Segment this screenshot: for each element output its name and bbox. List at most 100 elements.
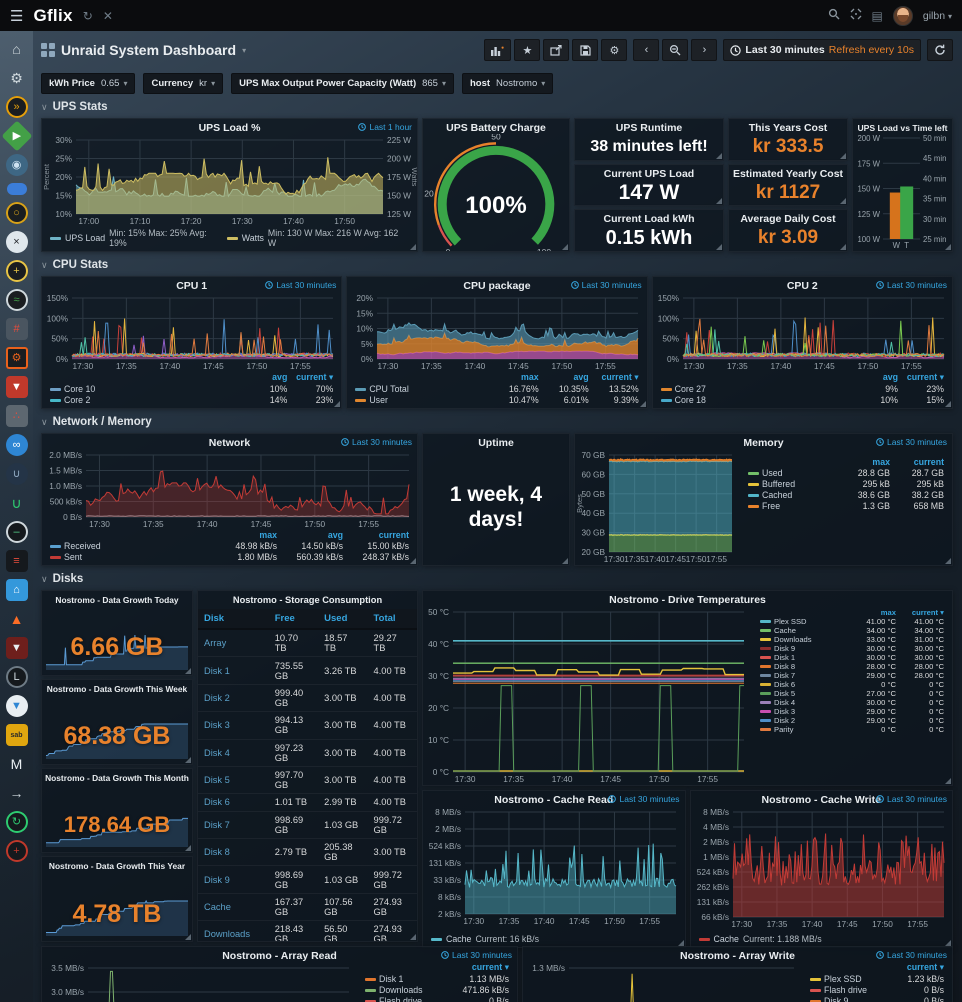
section-network-memory[interactable]: ∨ Network / Memory <box>41 416 152 428</box>
legend-column-header[interactable]: avg <box>272 372 288 382</box>
panel-title[interactable]: Current UPS Load <box>603 167 695 180</box>
panel-title[interactable]: CPU 2 <box>786 280 818 292</box>
sign-out-arrow-icon[interactable]: → <box>9 785 24 801</box>
share-button[interactable] <box>543 39 570 61</box>
legend-series[interactable]: Plex SSD <box>774 617 807 626</box>
legend-series[interactable]: Disk 7 <box>774 671 796 680</box>
resize-handle[interactable] <box>410 934 416 940</box>
panel-title[interactable]: UPS Battery Charge <box>446 122 546 134</box>
legend-column-header[interactable]: max <box>880 608 896 617</box>
time-picker[interactable]: Last 30 minutes Refresh every 10s <box>723 39 921 61</box>
cpu1-chart[interactable]: 0% 50% 100% 150% 17:30 17:35 17:40 17:45 17:50 17… <box>42 292 341 372</box>
section-disks[interactable]: ∨ Disks <box>41 573 84 585</box>
legend-series[interactable]: User <box>369 395 388 405</box>
ups-battery-gauge[interactable]: 0 20 50 100 100% <box>423 131 569 257</box>
disk-link[interactable]: Disk 2 <box>198 684 269 713</box>
app-darkred-download-icon[interactable]: ▼ <box>5 637 28 659</box>
app-navy-wave-icon[interactable]: ∪ <box>5 463 28 485</box>
resize-handle[interactable] <box>639 401 646 407</box>
memory-chart[interactable]: 20 GB 30 GB 40 GB 50 GB 60 GB 70 GB 17:30 17:35… <box>575 449 740 565</box>
legend-series[interactable]: Disk 5 <box>774 689 796 698</box>
app-red-ring-icon[interactable]: + <box>5 840 28 862</box>
legend-series[interactable]: Disk 8 <box>774 662 796 671</box>
section-ups-stats[interactable]: ∨ UPS Stats <box>41 101 108 113</box>
resize-handle[interactable] <box>840 244 846 251</box>
panel-title[interactable]: Current Load kWh <box>603 213 695 226</box>
legend-series[interactable]: Disk 9 <box>774 644 796 653</box>
app-berries-icon[interactable]: ∴ <box>5 405 28 427</box>
variable-currency[interactable]: Currency kr ▾ <box>143 73 224 94</box>
cpu-package-chart[interactable]: 0% 5% 10% 15% 20% 17:30 17:35 17:40 17:45 17:50 17… <box>347 292 646 372</box>
legend-series[interactable]: Core 2 <box>64 395 91 405</box>
save-button[interactable] <box>572 39 599 61</box>
resize-handle[interactable] <box>410 244 416 250</box>
resize-handle[interactable] <box>716 244 722 251</box>
panel-title[interactable]: Nostromo - Array Read <box>222 950 337 962</box>
legend-column-header[interactable]: current ▾ <box>471 962 509 972</box>
panel-title[interactable]: Average Daily Cost <box>740 213 836 226</box>
app-gitlab-flame-icon[interactable]: ▲ <box>9 611 24 627</box>
legend-series[interactable]: Plex SSD <box>824 974 862 984</box>
panel-title[interactable]: Nostromo - Storage Consumption <box>232 595 383 605</box>
panel-title[interactable]: Nostromo - Drive Temperatures <box>609 594 766 606</box>
panel-title[interactable]: Nostromo - Data Growth Today <box>55 595 179 605</box>
app-white-ring-icon[interactable]: ≈ <box>5 289 28 311</box>
legend-column-header[interactable]: current <box>913 457 944 467</box>
panel-title[interactable]: CPU package <box>463 280 531 292</box>
resize-handle[interactable] <box>840 152 846 159</box>
resize-handle[interactable] <box>945 940 951 946</box>
legend-series[interactable]: Downloads <box>774 635 812 644</box>
legend-series[interactable]: Cache <box>446 934 472 944</box>
time-override[interactable]: Last 30 minutes <box>608 794 680 804</box>
panel-title[interactable]: CPU 1 <box>176 280 208 292</box>
legend-series[interactable]: Received <box>64 541 101 551</box>
dashboard-title[interactable]: Unraid System Dashboard <box>61 42 237 58</box>
app-status-lines-icon[interactable]: ≡ <box>5 550 28 572</box>
legend-series[interactable]: Disk 1 <box>774 653 796 662</box>
legend-series[interactable]: Watts <box>241 233 264 243</box>
disk-link[interactable]: Disk 4 <box>198 739 269 767</box>
disk-link[interactable]: Disk 5 <box>198 766 269 795</box>
refresh-dashboard-button[interactable] <box>927 39 953 61</box>
time-override[interactable]: Last 30 minutes <box>876 950 947 960</box>
fullscreen-icon[interactable] <box>850 8 862 23</box>
time-override[interactable]: Last 30 minutes <box>341 437 412 447</box>
resize-handle[interactable] <box>185 845 191 852</box>
resize-handle[interactable] <box>677 940 684 946</box>
time-back-button[interactable]: ‹ <box>633 39 660 61</box>
panel-title[interactable]: Memory <box>743 437 784 449</box>
ups-bars-chart[interactable]: 100 W 125 W 150 W 175 W 200 W 25 min 30 min 35 … <box>853 134 952 251</box>
menu-icon[interactable]: ☰ <box>10 7 24 25</box>
settings-gear-icon[interactable]: ⚙ <box>10 70 23 86</box>
panel-title[interactable]: Nostromo - Data Growth This Month <box>45 772 189 783</box>
cache-write-chart[interactable]: 66 kB/s 131 kB/s 262 kB/s 524 kB/s 1 MB/s 2 M… <box>691 806 953 933</box>
user-menu[interactable]: gilbn ▾ <box>922 9 952 22</box>
time-override[interactable]: Last 30 minutes <box>876 437 947 447</box>
legend-series[interactable]: Flash drive <box>824 985 868 995</box>
app-light-x-icon[interactable]: × <box>5 231 28 253</box>
panel-title[interactable]: UPS Runtime <box>615 122 683 134</box>
disk-link[interactable]: Disk 3 <box>198 711 269 740</box>
app-orange-arrow-icon[interactable]: » <box>5 96 28 118</box>
zoom-out-button[interactable] <box>662 39 689 61</box>
app-yellow-cross-icon[interactable]: + <box>5 260 28 282</box>
panel-title[interactable]: Estimated Yearly Cost <box>732 167 844 180</box>
variable-kwh-price[interactable]: kWh Price 0.65 ▾ <box>41 73 136 94</box>
panel-title[interactable]: Nostromo - Data Growth This Week <box>46 683 188 694</box>
resize-handle[interactable] <box>945 558 951 564</box>
disk-link[interactable]: Disk 7 <box>198 811 269 840</box>
time-override[interactable]: Last 30 minutes <box>441 950 512 960</box>
avatar[interactable] <box>892 5 913 26</box>
legend-column-header[interactable]: current <box>378 530 409 540</box>
table-header[interactable]: Disk <box>198 609 269 630</box>
panel-title[interactable]: Nostromo - Cache Write <box>761 794 881 806</box>
legend-series[interactable]: Buffered <box>762 479 796 489</box>
app-lazy-icon[interactable]: L <box>5 666 28 688</box>
resize-handle[interactable] <box>410 558 416 564</box>
panel-title[interactable]: UPS Load vs Time left <box>857 123 948 133</box>
resize-handle[interactable] <box>185 934 191 940</box>
legend-series[interactable]: Disk 4 <box>774 698 796 707</box>
legend-column-header[interactable]: avg <box>882 372 898 382</box>
array-read-chart[interactable]: 2.5 MB/s3.0 MB/s3.5 MB/s <box>42 962 357 1002</box>
legend-series[interactable]: Core 10 <box>64 384 96 394</box>
